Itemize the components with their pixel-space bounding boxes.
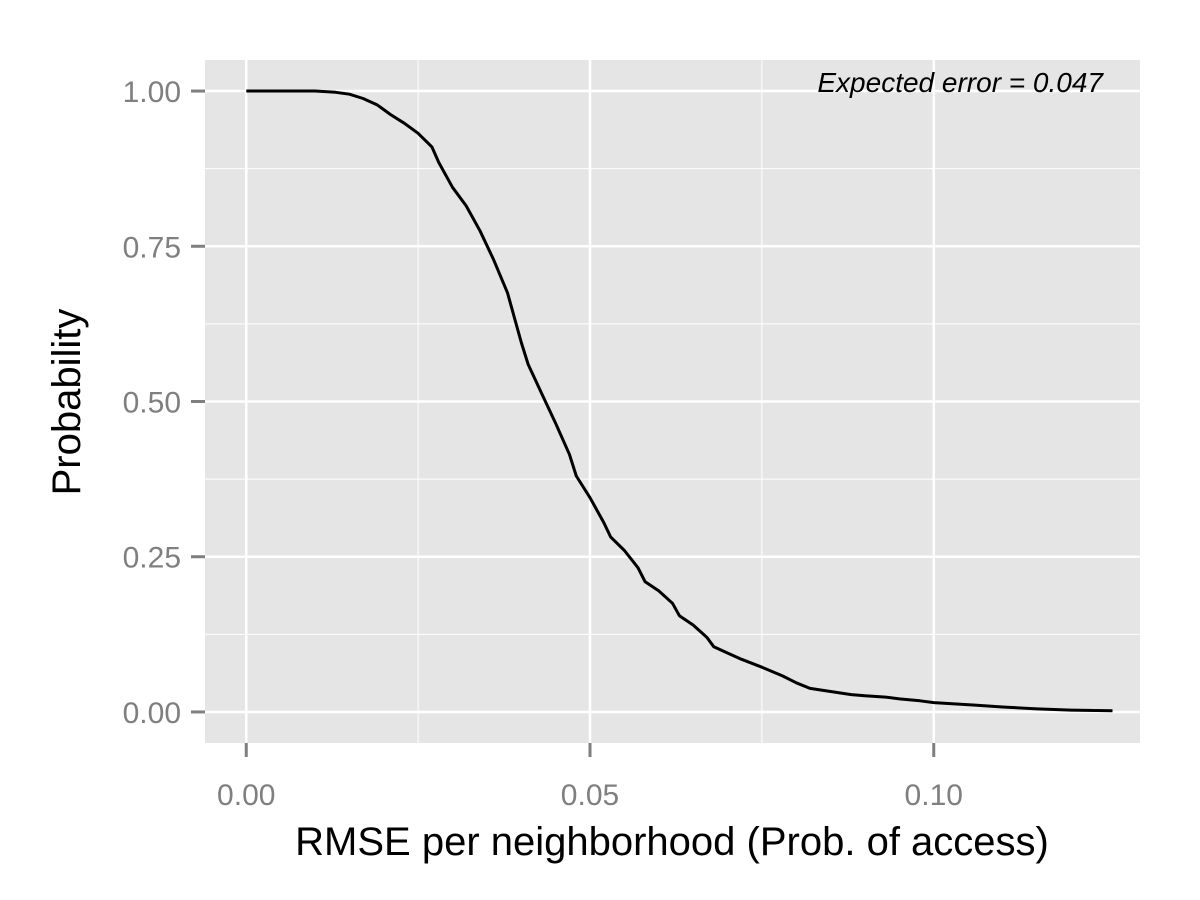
y-axis-title: Probability bbox=[45, 309, 89, 496]
y-tick-label: 0.50 bbox=[123, 387, 181, 420]
y-axis-ticks: 0.00 0.25 0.50 0.75 1.00 bbox=[123, 76, 205, 730]
y-tick-label: 0.75 bbox=[123, 231, 181, 264]
major-grid bbox=[205, 60, 1140, 743]
x-tick-label: 0.10 bbox=[905, 779, 963, 812]
x-tick-label: 0.00 bbox=[217, 779, 275, 812]
x-axis-title: RMSE per neighborhood (Prob. of access) bbox=[295, 820, 1049, 864]
series-line bbox=[246, 89, 1113, 713]
y-tick-label: 0.25 bbox=[123, 542, 181, 575]
x-axis-ticks: 0.00 0.05 0.10 bbox=[217, 743, 963, 812]
x-tick-label: 0.05 bbox=[561, 779, 619, 812]
y-tick-label: 1.00 bbox=[123, 76, 181, 109]
y-tick-label: 0.00 bbox=[123, 697, 181, 730]
chart-annotation: Expected error = 0.047 bbox=[817, 67, 1104, 98]
